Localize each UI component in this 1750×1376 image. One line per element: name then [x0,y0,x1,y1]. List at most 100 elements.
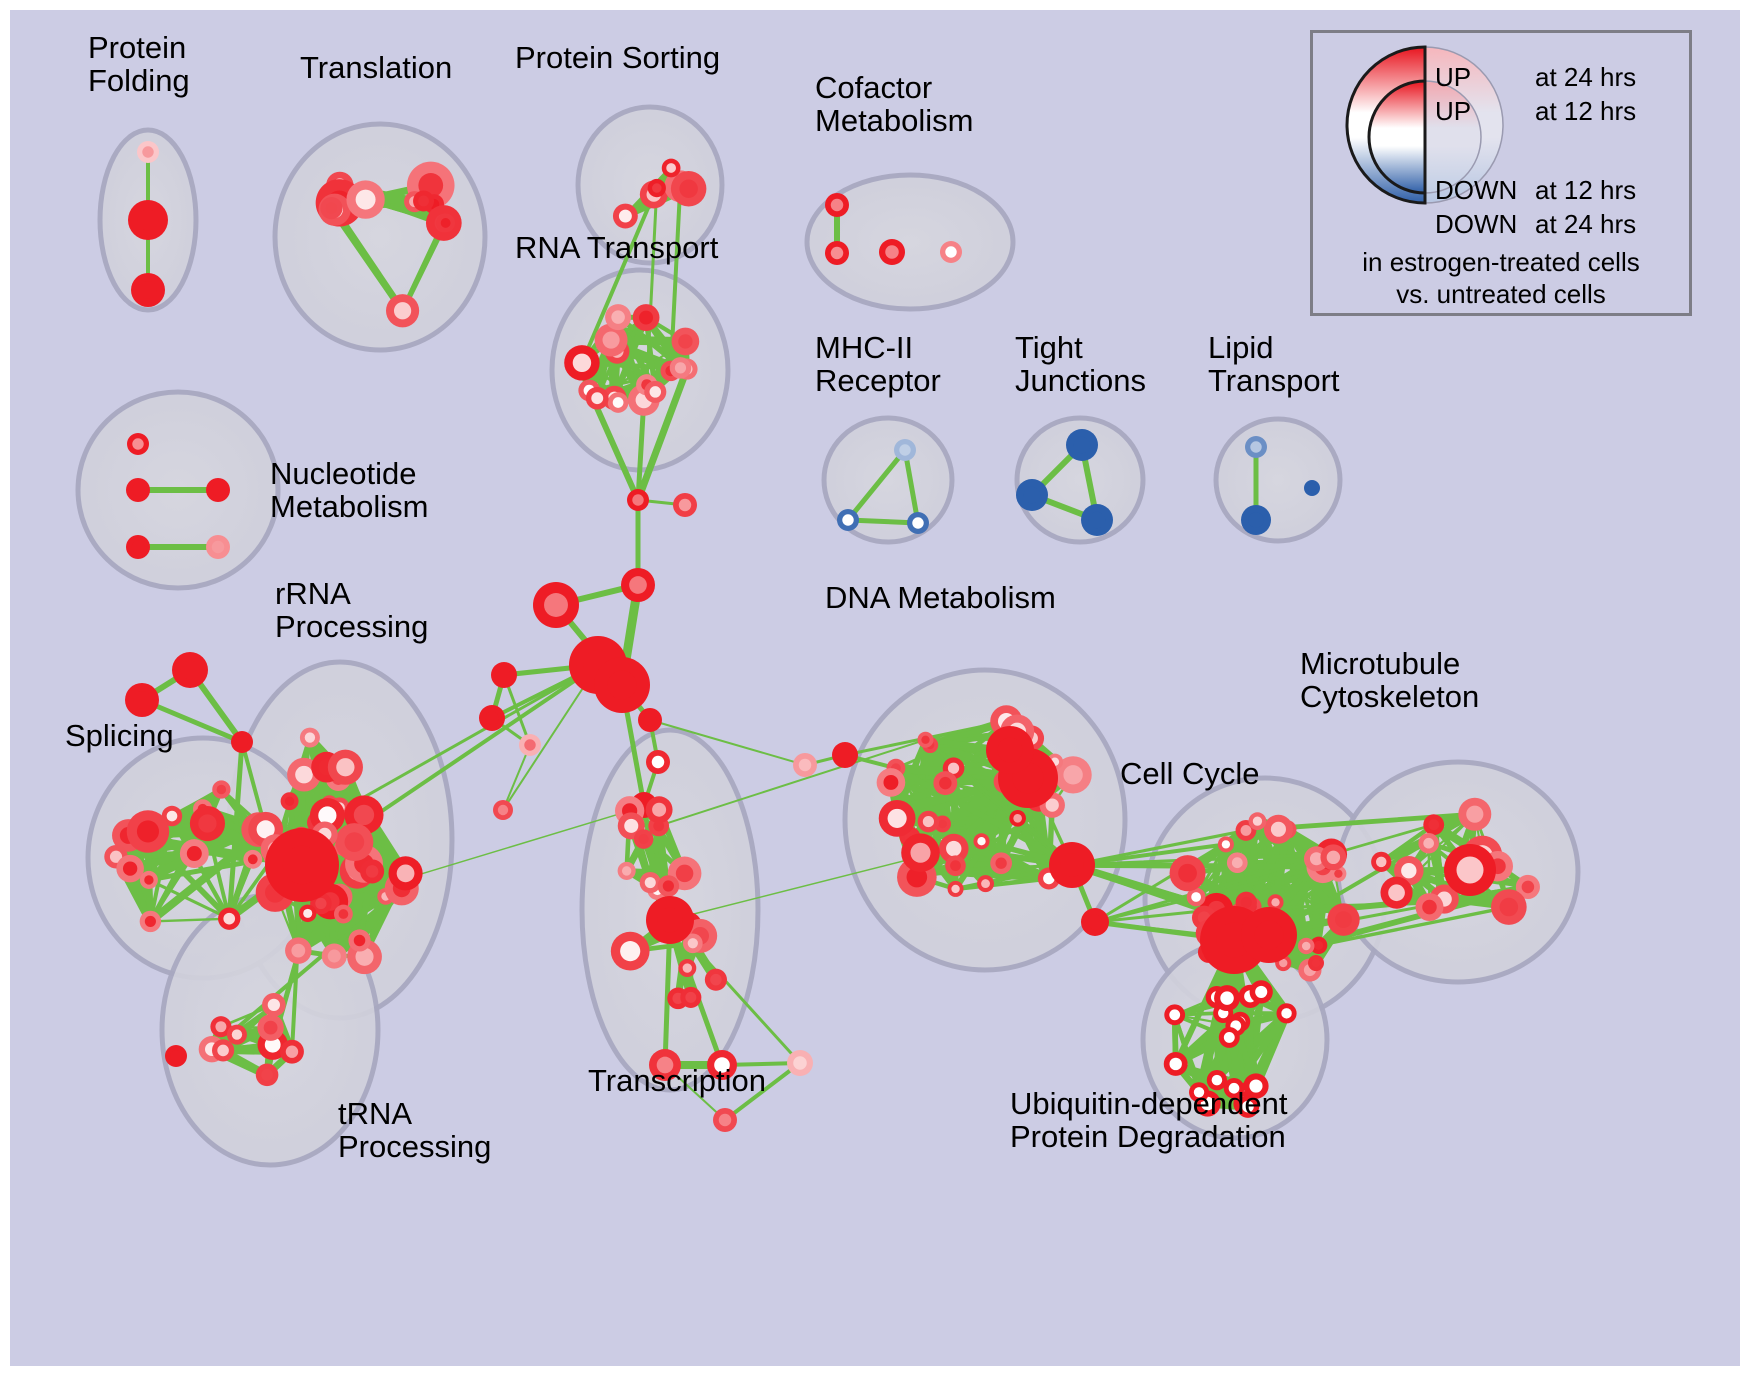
node-inner-disc [131,540,145,554]
node-inner-disc [303,908,313,918]
node-inner-disc [211,483,225,497]
cluster-hull [1014,415,1146,545]
node-inner-disc [685,991,697,1003]
network-node [1243,1073,1269,1099]
node-inner-disc [285,1045,299,1058]
node-inner-disc [327,949,341,963]
network-node [299,727,320,748]
node-inner-disc [798,758,812,772]
network-node [212,780,231,799]
node-inner-disc [618,209,632,223]
network-node [280,1039,304,1064]
node-inner-disc [675,864,694,883]
node-inner-disc [1521,880,1535,894]
node-inner-disc [838,748,852,762]
node-inner-disc [1250,441,1262,453]
network-node [321,943,347,969]
network-node [947,880,964,897]
node-inner-disc [247,854,258,865]
network-node [1380,876,1413,909]
network-node [1248,812,1267,831]
node-inner-disc [353,934,366,947]
node-inner-disc [1169,1009,1181,1021]
network-edge [893,765,1075,868]
network-node [211,1039,235,1062]
network-node [632,304,660,331]
node-inner-disc [1240,896,1252,908]
network-node [707,1050,737,1080]
node-inner-disc [657,907,683,933]
cluster-label-rrna-processing: rRNA Processing [275,576,429,644]
legend-time-2: at 12 hrs [1535,175,1637,205]
network-node [1327,903,1360,936]
network-node [713,1108,737,1132]
node-inner-disc [638,834,649,845]
node-inner-disc [1375,856,1387,868]
legend-glyph [1345,45,1504,205]
legend-time-1: at 12 hrs [1535,96,1637,126]
node-inner-disc [131,483,145,497]
network-node [661,158,681,178]
node-inner-disc [338,909,349,919]
node-inner-disc [1311,958,1321,968]
node-inner-disc [267,998,280,1011]
node-inner-disc [938,819,947,829]
node-inner-disc [649,386,662,398]
network-edge [139,697,245,745]
cluster-label-protein-folding: Protein Folding [88,30,190,98]
network-edge [657,738,927,827]
network-node [610,931,650,971]
node-inner-disc [1240,825,1252,836]
node-inner-disc [995,857,1007,869]
network-node [1423,814,1445,836]
node-inner-disc [951,884,960,894]
network-node [621,568,655,602]
node-inner-disc [215,1021,227,1033]
network-node [127,433,149,455]
node-inner-disc [714,1057,730,1073]
node-inner-disc [304,732,316,743]
node-inner-disc [950,860,961,872]
cluster-label-microtubule-cytoskeleton: Microtubule Cytoskeleton [1300,646,1480,714]
network-edge [579,192,656,365]
node-inner-disc [1252,816,1263,826]
node-inner-disc [217,1044,229,1057]
network-node [617,861,636,880]
node-inner-disc [1428,819,1440,831]
network-node [633,829,654,849]
node-inner-disc [1423,837,1434,849]
node-inner-disc [1456,856,1484,884]
node-inner-disc [885,245,899,259]
legend-footer-line2: vs. untreated cells [1396,279,1606,309]
network-node [638,708,662,732]
network-node [335,823,374,862]
network-edge [902,447,921,526]
network-node [1218,1026,1240,1048]
network-edge [209,886,404,1052]
node-inner-disc [524,739,536,751]
node-inner-disc [921,735,930,744]
network-node [1206,1070,1228,1091]
network-node [285,937,312,964]
node-inner-disc [355,189,376,210]
network-node [646,750,670,774]
network-node [206,478,230,502]
network-node [493,800,513,820]
network-node [1054,756,1092,794]
node-inner-disc [122,861,138,876]
node-inner-disc [1309,852,1323,866]
cluster-label-cofactor-metabolism: Cofactor Metabolism [815,70,974,138]
network-node [333,904,353,924]
node-inner-disc [793,1056,807,1070]
network-node [1189,1082,1210,1103]
node-inner-disc [418,195,430,207]
node-inner-disc [1281,1008,1292,1019]
node-inner-disc [344,832,365,852]
node-inner-disc [666,163,676,173]
network-edge [845,447,908,523]
network-node [1249,980,1273,1004]
network-edge [149,917,231,923]
node-inner-disc [137,209,159,231]
node-inner-disc [1228,1082,1240,1094]
cluster-label-cell-cycle: Cell Cycle [1120,756,1260,791]
